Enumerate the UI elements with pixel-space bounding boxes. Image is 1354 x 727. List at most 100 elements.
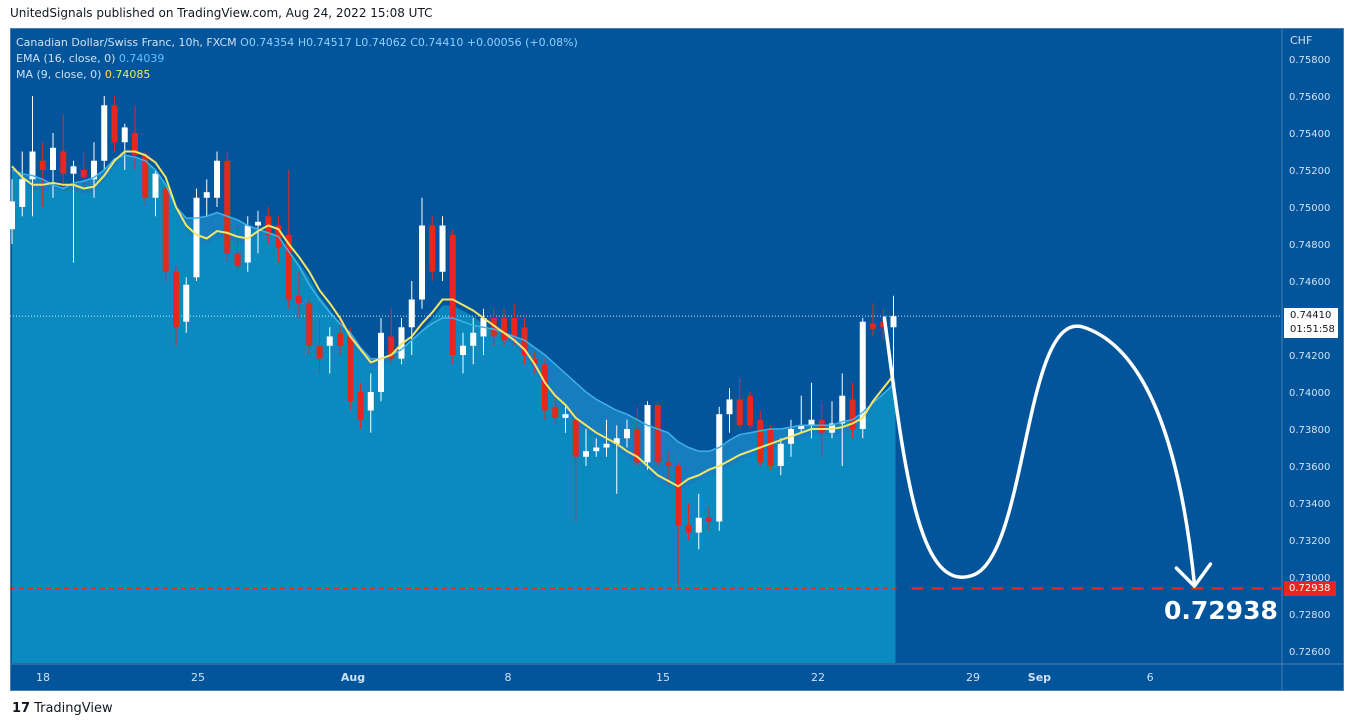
bear-candle bbox=[818, 419, 825, 433]
bear-candle bbox=[654, 404, 661, 463]
bull-candle bbox=[859, 321, 866, 429]
bull-candle bbox=[91, 160, 97, 180]
time-tick-label: Aug bbox=[341, 671, 365, 684]
bear-candle bbox=[736, 399, 743, 426]
bear-candle bbox=[767, 429, 774, 466]
bull-candle bbox=[583, 451, 589, 457]
price-tick-label: 0.74800 bbox=[1289, 240, 1330, 251]
bull-candle bbox=[716, 414, 723, 522]
footer-brand-label: TradingView bbox=[34, 701, 113, 716]
price-tick-label: 0.74200 bbox=[1289, 351, 1330, 362]
price-tick-label: 0.73800 bbox=[1289, 425, 1330, 436]
projection-curve bbox=[882, 316, 1197, 586]
price-tick-label: 0.75400 bbox=[1289, 129, 1330, 140]
bear-candle bbox=[870, 323, 876, 330]
bear-candle bbox=[306, 303, 313, 346]
candlestick-chart[interactable]: 0.75800 0.75600 0.75400 0.75200 0.75000 0.748… bbox=[10, 28, 1344, 691]
bull-candle bbox=[203, 192, 210, 198]
bull-candle bbox=[419, 225, 425, 300]
bull-candle bbox=[777, 443, 784, 466]
bear-candle bbox=[849, 399, 856, 429]
bear-candle bbox=[665, 462, 671, 466]
bear-candle bbox=[490, 318, 497, 337]
bull-candle bbox=[470, 332, 477, 346]
price-tick-label: 0.73400 bbox=[1289, 499, 1330, 510]
bull-candle bbox=[378, 332, 384, 392]
price-tick-label: 0.75200 bbox=[1289, 166, 1330, 177]
price-tick-label: 0.73600 bbox=[1289, 462, 1330, 473]
legend-change: +0.00056 (+0.08%) bbox=[466, 36, 578, 49]
legend-symbol-row: Canadian Dollar/Swiss Franc, 10h, FXCM O… bbox=[16, 35, 578, 51]
legend-close: C0.74410 bbox=[410, 36, 464, 49]
bull-candle bbox=[367, 392, 374, 411]
legend-low: L0.74062 bbox=[355, 36, 407, 49]
bear-candle bbox=[132, 133, 138, 156]
time-tick-label: 8 bbox=[505, 671, 512, 684]
bear-candle bbox=[162, 188, 169, 272]
bull-candle bbox=[644, 404, 651, 463]
ma-area bbox=[12, 157, 896, 663]
time-tick-label: 22 bbox=[811, 671, 825, 684]
bear-candle bbox=[357, 392, 364, 420]
legend-ema-value: 0.74039 bbox=[118, 52, 165, 65]
area-layer bbox=[12, 155, 896, 663]
legend-high: H0.74517 bbox=[297, 36, 352, 49]
currency-label: CHF bbox=[1290, 34, 1313, 47]
price-tick-label: 0.75600 bbox=[1289, 92, 1330, 103]
price-tick-label: 0.74600 bbox=[1289, 277, 1330, 288]
target-annotation: 0.72938 bbox=[1164, 596, 1278, 625]
bear-candle bbox=[531, 358, 538, 365]
bear-candle bbox=[173, 271, 179, 328]
overlay-layer bbox=[10, 316, 1282, 590]
bear-candle bbox=[429, 225, 436, 272]
bull-candle bbox=[808, 419, 815, 426]
legend-ma-value: 0.74085 bbox=[104, 68, 151, 81]
bull-candle bbox=[214, 160, 220, 198]
bull-candle bbox=[439, 225, 446, 272]
projection-arrowhead bbox=[1174, 562, 1213, 588]
price-tick-label: 0.75800 bbox=[1289, 55, 1330, 66]
legend-ema-row: EMA (16, close, 0) 0.74039 bbox=[16, 51, 578, 67]
bear-candle bbox=[337, 332, 343, 346]
time-tick-label: 15 bbox=[656, 671, 670, 684]
bull-candle bbox=[19, 179, 26, 207]
bear-candle bbox=[511, 318, 518, 337]
time-tick-label: 6 bbox=[1147, 671, 1154, 684]
bull-candle bbox=[613, 438, 620, 444]
bear-candle bbox=[880, 321, 887, 328]
bull-candle bbox=[244, 225, 251, 263]
current-price-label: 0.74410 01:51:58 bbox=[1284, 308, 1338, 338]
time-tick-label: 18 bbox=[36, 671, 50, 684]
bull-candle bbox=[460, 345, 466, 355]
bear-candle bbox=[80, 170, 87, 178]
publisher-header: UnitedSignals published on TradingView.c… bbox=[10, 6, 433, 20]
bull-candle bbox=[152, 173, 159, 198]
bear-candle bbox=[111, 105, 118, 143]
bull-candle bbox=[29, 151, 36, 180]
bear-candle bbox=[747, 395, 753, 426]
bear-candle bbox=[706, 517, 712, 522]
bull-candle bbox=[726, 399, 733, 415]
bull-candle bbox=[121, 127, 128, 143]
bear-candle bbox=[572, 419, 579, 457]
bull-candle bbox=[593, 447, 600, 452]
chart-legend: Canadian Dollar/Swiss Franc, 10h, FXCM O… bbox=[16, 35, 578, 83]
bear-candle bbox=[542, 364, 548, 411]
footer-brand[interactable]: 𝟭𝟳 TradingView bbox=[12, 701, 113, 716]
bear-candle bbox=[757, 419, 764, 463]
bear-candle bbox=[142, 155, 149, 198]
legend-open: O0.74354 bbox=[240, 36, 295, 49]
price-tick-label: 0.73000 bbox=[1289, 573, 1330, 584]
bull-candle bbox=[408, 299, 415, 328]
legend-symbol: Canadian Dollar/Swiss Franc, 10h, FXCM bbox=[16, 36, 237, 49]
time-tick-label: 25 bbox=[191, 671, 205, 684]
bull-candle bbox=[193, 197, 200, 278]
grid-layer bbox=[10, 28, 1344, 691]
bear-candle bbox=[39, 160, 46, 170]
bear-candle bbox=[285, 234, 292, 300]
bear-candle bbox=[234, 253, 241, 267]
price-tick-label: 0.73200 bbox=[1289, 536, 1330, 547]
bull-candle bbox=[839, 395, 846, 424]
bar-countdown: 01:51:58 bbox=[1290, 324, 1335, 335]
bull-candle bbox=[183, 284, 190, 322]
